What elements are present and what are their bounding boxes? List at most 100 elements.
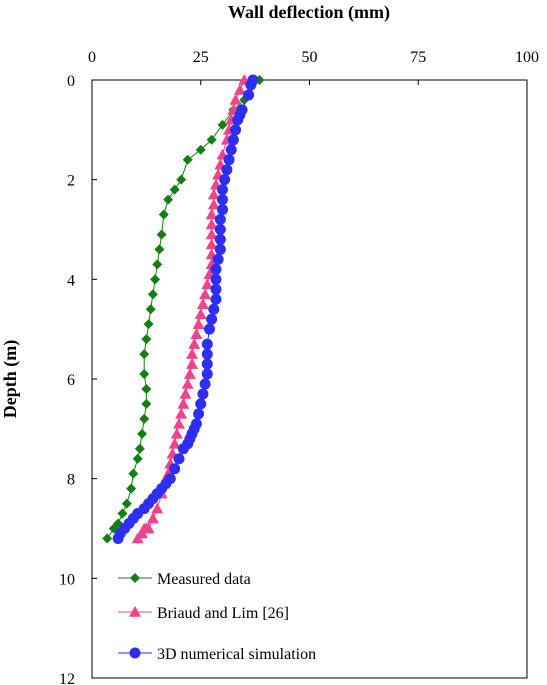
data-point xyxy=(177,397,190,409)
data-point xyxy=(229,93,242,105)
data-point xyxy=(179,387,192,399)
data-point xyxy=(207,198,220,210)
data-point xyxy=(146,512,159,524)
data-point xyxy=(168,437,181,449)
data-point xyxy=(201,338,213,350)
data-point xyxy=(219,174,231,186)
data-point xyxy=(170,427,183,439)
data-point xyxy=(121,498,132,509)
data-point xyxy=(221,164,233,176)
data-point xyxy=(217,204,228,216)
data-point xyxy=(223,154,235,166)
data-point xyxy=(205,238,218,250)
data-point xyxy=(196,298,209,310)
data-point xyxy=(173,417,185,429)
data-point xyxy=(214,224,226,235)
data-point xyxy=(132,453,143,464)
legend-label: Measured data xyxy=(157,571,251,588)
data-point xyxy=(210,283,222,295)
data-point xyxy=(214,243,226,255)
data-point xyxy=(139,369,150,380)
data-point xyxy=(141,383,152,394)
y-tick-label: 0 xyxy=(67,73,75,90)
x-tick-label: 75 xyxy=(410,49,426,66)
data-point xyxy=(141,334,152,345)
legend-marker xyxy=(129,606,141,617)
series-1 xyxy=(102,75,265,544)
data-point xyxy=(210,293,222,305)
data-point xyxy=(243,89,255,101)
data-point xyxy=(141,398,152,409)
y-axis-ticks: 0 2 4 6 8 10 12 xyxy=(59,73,97,685)
data-point xyxy=(139,349,150,360)
data-point xyxy=(131,532,144,544)
data-point xyxy=(193,408,205,420)
data-point xyxy=(169,463,181,475)
data-point xyxy=(205,208,218,220)
data-point xyxy=(102,533,113,544)
x-axis-ticks: 0 25 50 75 100 xyxy=(88,49,539,85)
data-point xyxy=(201,348,213,360)
data-point xyxy=(233,83,246,95)
data-point xyxy=(245,79,257,91)
series-group xyxy=(102,74,265,544)
data-point xyxy=(177,443,189,455)
data-point xyxy=(151,502,164,514)
data-point xyxy=(190,328,203,339)
data-point xyxy=(199,288,212,300)
data-point xyxy=(186,348,199,359)
data-point xyxy=(217,119,228,130)
legend-marker xyxy=(129,647,141,659)
y-tick-label: 8 xyxy=(67,472,75,489)
y-tick-label: 6 xyxy=(67,372,75,389)
data-point xyxy=(158,209,169,220)
data-point xyxy=(210,273,222,285)
legend: Measured data Briaud and Lim [26] 3D numer… xyxy=(118,571,316,663)
data-point xyxy=(212,253,224,265)
data-point xyxy=(206,313,218,325)
data-point xyxy=(201,278,214,290)
data-point xyxy=(227,134,239,146)
data-point xyxy=(128,468,139,479)
data-point xyxy=(182,154,193,165)
data-point xyxy=(206,134,217,145)
data-point xyxy=(147,289,158,300)
data-point xyxy=(230,124,242,136)
data-point xyxy=(195,398,207,410)
x-tick-label: 100 xyxy=(515,49,539,66)
data-point xyxy=(217,194,228,206)
data-point xyxy=(139,413,150,424)
data-point xyxy=(192,318,205,329)
data-point xyxy=(181,377,194,389)
data-point xyxy=(199,378,211,390)
legend-label: 3D numerical simulation xyxy=(157,646,316,663)
data-point xyxy=(143,319,154,330)
data-point xyxy=(214,233,226,245)
plot-area-frame xyxy=(91,79,528,679)
data-point xyxy=(210,263,222,275)
y-tick-label: 12 xyxy=(59,671,75,685)
data-point xyxy=(134,443,145,454)
data-point xyxy=(201,358,213,370)
data-point xyxy=(126,483,137,494)
data-point xyxy=(201,368,213,380)
data-point xyxy=(169,184,180,195)
data-point xyxy=(205,228,218,240)
data-point xyxy=(214,214,226,226)
data-point xyxy=(112,532,124,544)
data-point xyxy=(195,144,206,155)
x-tick-label: 50 xyxy=(302,49,318,66)
data-point xyxy=(207,188,220,200)
x-tick-label: 25 xyxy=(193,49,209,66)
data-point xyxy=(173,453,185,465)
series-line xyxy=(106,79,260,539)
x-tick-label: 0 xyxy=(88,49,96,66)
data-point xyxy=(137,428,148,439)
data-point xyxy=(217,184,228,196)
data-point xyxy=(194,308,207,320)
data-point xyxy=(156,229,167,240)
x-axis-title: Wall deflection (mm) xyxy=(228,2,390,23)
legend-label: Briaud and Lim [26] xyxy=(157,605,289,622)
